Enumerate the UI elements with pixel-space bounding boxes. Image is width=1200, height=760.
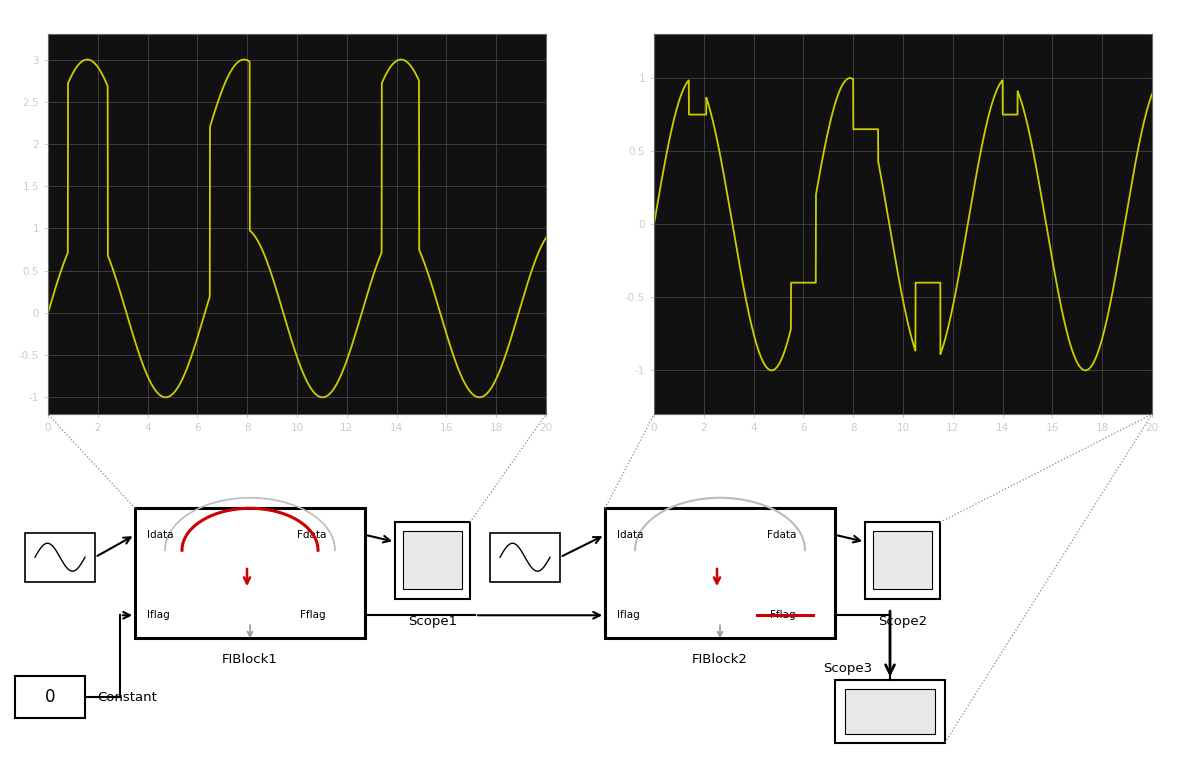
FancyBboxPatch shape (865, 522, 940, 599)
Text: Iflag: Iflag (148, 610, 169, 620)
Text: Scope2: Scope2 (878, 615, 928, 628)
Text: Fdata: Fdata (767, 530, 797, 540)
FancyBboxPatch shape (845, 689, 935, 734)
FancyBboxPatch shape (835, 679, 946, 743)
Text: FIBlock1: FIBlock1 (222, 653, 278, 666)
Text: Iflag: Iflag (617, 610, 640, 620)
Text: Fflag: Fflag (300, 610, 325, 620)
Text: 0: 0 (44, 688, 55, 706)
Text: Idata: Idata (617, 530, 643, 540)
Text: FIBlock2: FIBlock2 (692, 653, 748, 666)
Text: Constant: Constant (97, 691, 157, 704)
FancyBboxPatch shape (490, 533, 560, 581)
Text: Fdata: Fdata (298, 530, 326, 540)
Text: Scope1: Scope1 (408, 615, 457, 628)
FancyBboxPatch shape (605, 508, 835, 638)
Text: Scope3: Scope3 (823, 663, 872, 676)
FancyBboxPatch shape (395, 522, 470, 599)
FancyBboxPatch shape (14, 676, 85, 718)
FancyBboxPatch shape (874, 531, 932, 589)
Text: Fflag: Fflag (770, 610, 796, 620)
Text: Idata: Idata (148, 530, 174, 540)
FancyBboxPatch shape (134, 508, 365, 638)
FancyBboxPatch shape (25, 533, 95, 581)
FancyBboxPatch shape (403, 531, 462, 589)
